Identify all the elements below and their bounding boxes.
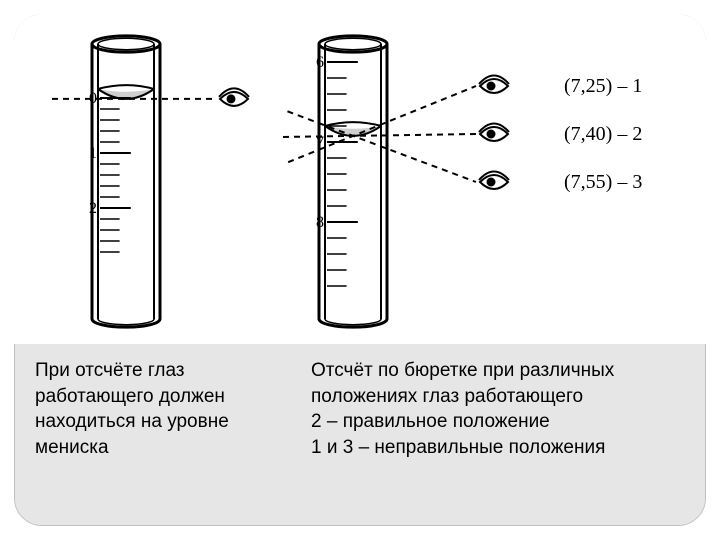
right-caption-line3: 1 и 3 – неправильные положения — [311, 435, 685, 461]
svg-text:2: 2 — [89, 200, 97, 217]
text-region: При отсчёте глаз работающего должен нахо… — [15, 344, 705, 525]
left-caption-text: При отсчёте глаз работающего должен нахо… — [35, 358, 271, 461]
svg-text:(7,55) – 3: (7,55) – 3 — [564, 171, 642, 193]
right-caption-line2: 2 – правильное положение — [311, 409, 685, 435]
right-caption: Отсчёт по бюретке при различных положени… — [291, 344, 705, 525]
diagram-region: 012678(7,25) – 1(7,40) – 2(7,55) – 3 — [14, 14, 706, 344]
left-caption: При отсчёте глаз работающего должен нахо… — [15, 344, 291, 525]
svg-text:1: 1 — [89, 145, 97, 162]
slide: 012678(7,25) – 1(7,40) – 2(7,55) – 3 При… — [0, 0, 720, 540]
svg-text:(7,25) – 1: (7,25) – 1 — [564, 75, 642, 97]
svg-text:6: 6 — [316, 54, 324, 71]
diagram-svg: 012678(7,25) – 1(7,40) – 2(7,55) – 3 — [14, 14, 706, 344]
svg-text:8: 8 — [316, 214, 324, 231]
right-caption-line1: Отсчёт по бюретке при различных положени… — [311, 358, 685, 409]
svg-text:(7,40) – 2: (7,40) – 2 — [564, 123, 642, 145]
